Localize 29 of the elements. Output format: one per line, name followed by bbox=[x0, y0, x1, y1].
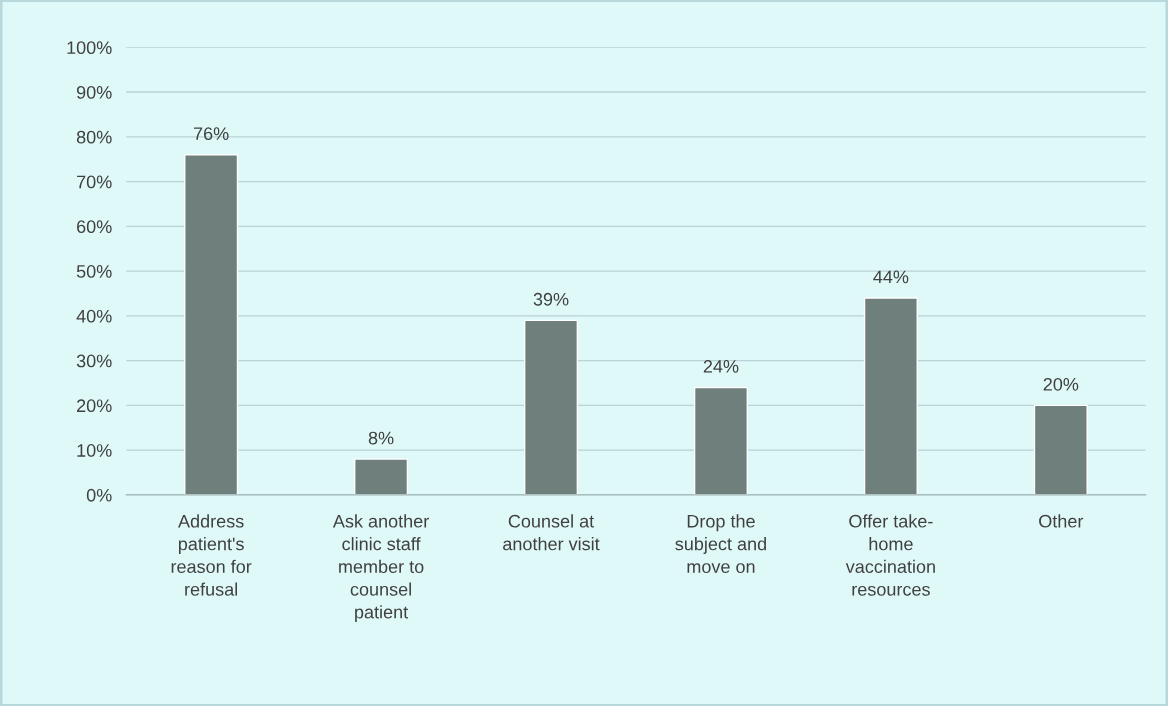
y-tick-label: 20% bbox=[77, 399, 112, 413]
data-label: 24% bbox=[703, 360, 739, 373]
y-tick-label: 10% bbox=[77, 444, 112, 457]
y-tick-label: 30% bbox=[76, 354, 112, 368]
x-tick-label: Other bbox=[1039, 514, 1084, 528]
x-tick-label: Offer take-home vaccination resources bbox=[845, 514, 935, 596]
y-tick-label: 0% bbox=[86, 488, 112, 502]
y-tick-label: 70% bbox=[77, 175, 112, 189]
data-label: 76% bbox=[193, 127, 229, 141]
x-tick-label: Counsel at another visit bbox=[503, 514, 600, 551]
data-label: 20% bbox=[1043, 377, 1079, 391]
data-label: 39% bbox=[533, 292, 569, 306]
y-tick-label: 90% bbox=[76, 86, 112, 99]
bar bbox=[184, 154, 239, 495]
bar bbox=[523, 319, 579, 495]
bar bbox=[354, 458, 409, 495]
x-tick-label: Drop the subject and move on bbox=[675, 514, 766, 574]
x-tick-label: Ask another clinic staff member to counsel patient bbox=[332, 514, 429, 623]
bar bbox=[863, 297, 918, 495]
data-label: 8% bbox=[368, 431, 394, 445]
data-label: 44% bbox=[873, 270, 909, 284]
x-tick-label: Address patient's reason for refusal bbox=[171, 514, 252, 596]
y-tick-label: 50% bbox=[76, 265, 112, 278]
y-tick-label: 60% bbox=[77, 220, 112, 234]
y-tick-label: 40% bbox=[76, 309, 112, 323]
bar bbox=[693, 386, 748, 495]
y-tick-label: 100% bbox=[67, 41, 112, 55]
bar bbox=[1033, 404, 1088, 495]
y-tick-label: 80% bbox=[76, 130, 112, 144]
